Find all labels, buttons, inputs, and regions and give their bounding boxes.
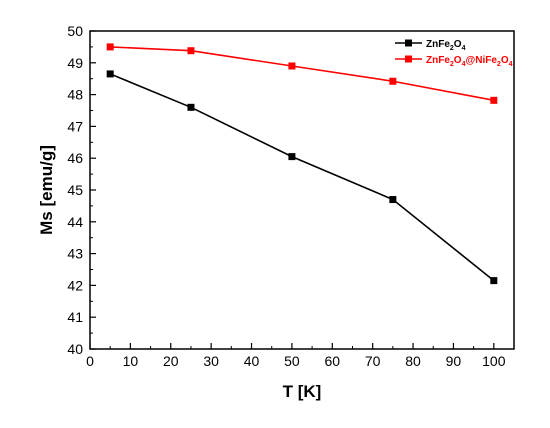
y-tick-label: 47 <box>67 118 83 134</box>
y-tick-label: 43 <box>67 246 83 262</box>
x-tick-label: 100 <box>482 353 506 369</box>
x-tick-label: 60 <box>324 353 340 369</box>
x-tick-label: 10 <box>123 353 139 369</box>
legend-label: ZnFe2O4 <box>426 39 466 52</box>
x-tick-label: 30 <box>203 353 219 369</box>
data-point <box>288 153 296 161</box>
y-tick-label: 45 <box>67 182 83 198</box>
y-tick-label: 41 <box>67 309 83 325</box>
x-tick-label: 50 <box>284 353 300 369</box>
x-axis-title: T [K] <box>283 382 322 401</box>
legend-marker <box>405 39 412 47</box>
y-tick-label: 48 <box>67 87 83 103</box>
series-line-1 <box>109 73 495 282</box>
y-tick-label: 44 <box>67 214 83 230</box>
x-tick-label: 90 <box>446 353 462 369</box>
data-point <box>490 96 498 104</box>
legend: ZnFe2O4 ZnFe2O4@NiFe2O4 <box>395 39 513 68</box>
x-tick-label: 70 <box>365 353 381 369</box>
data-point <box>490 277 498 285</box>
x-tick-label: 20 <box>163 353 179 369</box>
y-tick-label: 49 <box>67 55 83 71</box>
legend-label: ZnFe2O4@NiFe2O4 <box>426 55 513 68</box>
data-point <box>106 43 114 51</box>
data-point <box>106 70 114 78</box>
x-tick-label: 80 <box>405 353 421 369</box>
x-tick-label: 0 <box>86 353 94 369</box>
x-tick-label: 40 <box>244 353 260 369</box>
y-tick-label: 46 <box>67 150 83 166</box>
data-point <box>187 47 195 55</box>
y-axis-title: Ms [emu/g] <box>37 145 56 235</box>
plot-frame <box>89 30 515 350</box>
data-point <box>288 62 296 70</box>
legend-marker <box>405 55 412 63</box>
series-layer <box>106 43 498 285</box>
y-tick-label: 42 <box>67 277 83 293</box>
data-point <box>389 77 397 85</box>
ticks-layer: 0 10 20 30 40 50 60 70 80 90 100 40 41 42 43 44 45 46 47 48… <box>67 23 505 369</box>
y-tick-label: 40 <box>67 341 83 357</box>
data-point <box>389 196 397 204</box>
y-tick-label: 50 <box>67 23 83 39</box>
data-point <box>187 103 195 111</box>
